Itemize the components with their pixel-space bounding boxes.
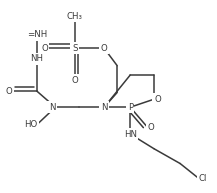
- Text: Cl: Cl: [199, 174, 207, 183]
- Text: =NH: =NH: [27, 30, 47, 39]
- Text: N: N: [49, 103, 55, 112]
- Text: O: O: [71, 76, 78, 85]
- Text: P: P: [128, 103, 133, 112]
- Text: N: N: [101, 103, 107, 112]
- Text: HO: HO: [24, 120, 37, 129]
- Text: O: O: [5, 87, 12, 96]
- Text: S: S: [72, 44, 78, 53]
- Text: O: O: [148, 123, 154, 132]
- Text: O: O: [41, 44, 48, 53]
- Text: CH₃: CH₃: [67, 12, 83, 21]
- Text: HN: HN: [124, 130, 137, 139]
- Text: O: O: [154, 95, 161, 104]
- Text: O: O: [101, 44, 108, 53]
- Text: NH: NH: [30, 54, 43, 63]
